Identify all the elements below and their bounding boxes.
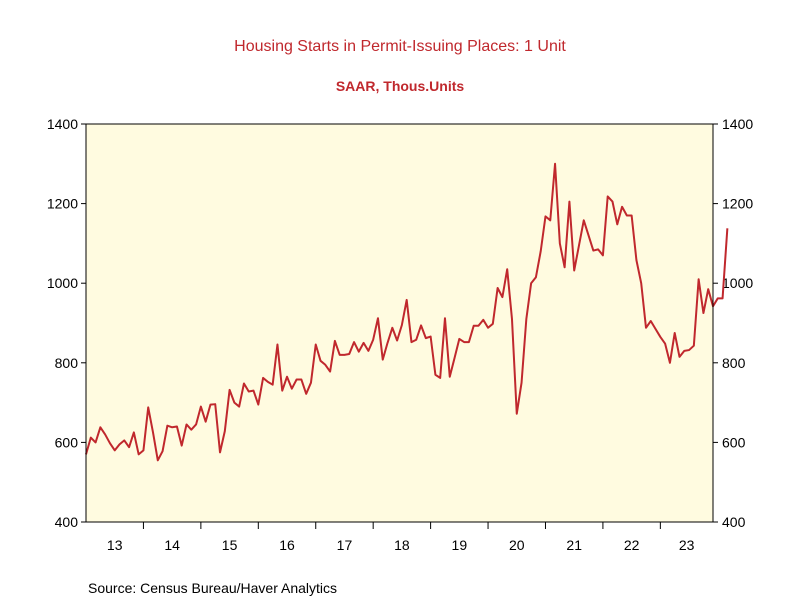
y-tick-label-left: 800 (55, 355, 79, 371)
y-tick-label-right: 400 (722, 514, 746, 530)
x-tick-label: 19 (452, 537, 468, 553)
y-tick-label-right: 1200 (722, 196, 753, 212)
y-tick-label-left: 400 (55, 514, 79, 530)
x-axis-labels: 13 14 15 16 17 18 19 20 21 22 23 (107, 537, 695, 553)
x-tick-label: 20 (509, 537, 525, 553)
y-tick-label-right: 1400 (722, 116, 753, 132)
x-tick-label: 15 (222, 537, 238, 553)
y-tick-label-left: 1200 (47, 196, 78, 212)
x-tick-label: 17 (337, 537, 353, 553)
plot-area (86, 124, 713, 522)
x-tick-label: 14 (164, 537, 180, 553)
y-tick-label-left: 1400 (47, 116, 78, 132)
x-tick-label: 22 (624, 537, 640, 553)
y-tick-label-right: 600 (722, 434, 746, 450)
left-y-axis-labels: 400 600 800 1000 1200 1400 (47, 116, 78, 530)
x-tick-label: 16 (279, 537, 295, 553)
x-tick-label: 21 (566, 537, 582, 553)
x-tick-label: 23 (679, 537, 695, 553)
right-y-axis-labels: 400 600 800 1000 1200 1400 (722, 116, 753, 530)
y-tick-label-left: 600 (55, 434, 79, 450)
y-tick-label-left: 1000 (47, 275, 78, 291)
plot-frame (85, 123, 714, 523)
chart-subtitle: SAAR, Thous.Units (335, 78, 465, 94)
y-tick-label-right: 800 (722, 355, 746, 371)
x-tick-label: 13 (107, 537, 123, 553)
x-tick-label: 18 (394, 537, 410, 553)
y-tick-label-right: 1000 (722, 275, 753, 291)
series-line (85, 162, 729, 462)
source-note: Source: Census Bureau/Haver Analytics (88, 580, 338, 596)
tick-marks (81, 123, 718, 529)
chart-title: Housing Starts in Permit-Issuing Places:… (234, 38, 566, 55)
